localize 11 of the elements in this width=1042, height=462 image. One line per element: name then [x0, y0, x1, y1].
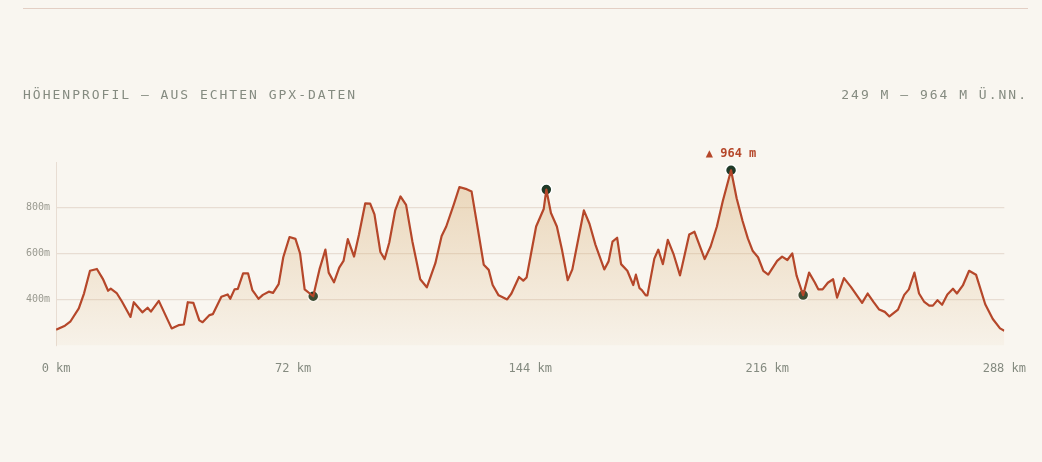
- chart-subtitle: 249 M – 964 M Ü.NN.: [841, 87, 1028, 102]
- x-tick-label: 144 km: [508, 360, 552, 375]
- y-tick-label: 400m: [25, 293, 51, 305]
- chart-title: HÖHENPROFIL — AUS ECHTEN GPX-DATEN: [23, 87, 358, 102]
- x-tick-label: 288 km: [982, 360, 1027, 375]
- y-tick-label: 800m: [25, 201, 51, 213]
- annotation: ▲ 964 m: [705, 146, 757, 161]
- x-tick-label: 0 km: [41, 360, 71, 375]
- y-tick-label: 600m: [25, 247, 51, 259]
- x-tick-label: 72 km: [275, 360, 312, 375]
- x-tick-label: 216 km: [745, 360, 789, 375]
